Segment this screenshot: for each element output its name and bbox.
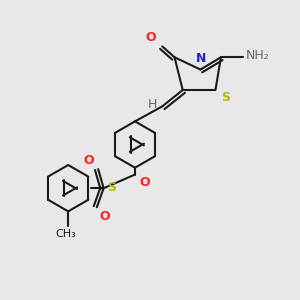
Text: S: S — [107, 181, 116, 194]
Text: O: O — [83, 154, 94, 167]
Text: O: O — [100, 210, 110, 223]
Text: O: O — [139, 176, 150, 189]
Text: H: H — [148, 98, 158, 111]
Text: S: S — [221, 92, 230, 104]
Text: NH₂: NH₂ — [245, 50, 269, 62]
Text: O: O — [146, 31, 156, 44]
Text: N: N — [196, 52, 206, 64]
Text: CH₃: CH₃ — [55, 229, 76, 238]
